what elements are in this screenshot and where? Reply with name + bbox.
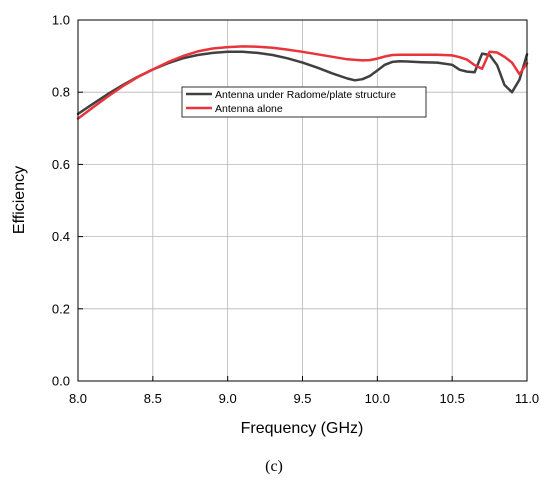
legend-box	[181, 86, 427, 118]
x-tick-label: 8.0	[69, 391, 87, 406]
x-tick-label: 9.0	[219, 391, 237, 406]
series-line-radome	[76, 50, 529, 116]
legend-label-radome: Antenna under Radome/plate structure	[215, 89, 396, 101]
x-tick-label: 10.0	[365, 391, 390, 406]
x-tick-label: 11.0	[515, 391, 539, 406]
x-tick-label: 10.5	[440, 391, 465, 406]
y-tick-labels: 0.0 0.2 0.4 0.6 0.8 1.0	[52, 13, 70, 389]
x-tick-labels: 8.0 8.5 9.0 9.5 10.0 10.5 11.0	[69, 391, 539, 406]
y-tick-label: 0.0	[52, 374, 70, 389]
tick-marks	[77, 19, 528, 382]
grid-lines	[78, 20, 527, 381]
series-lines	[76, 45, 529, 120]
x-tick-label: 8.5	[144, 391, 162, 406]
y-tick-label: 0.2	[52, 301, 70, 316]
y-tick-label: 1.0	[52, 13, 70, 28]
y-tick-label: 0.4	[52, 229, 70, 244]
y-tick-label: 0.6	[52, 157, 70, 172]
legend-label-antenna-alone: Antenna alone	[215, 103, 283, 115]
panel-label: (c)	[265, 458, 283, 475]
series-line-antenna-alone	[76, 45, 529, 120]
y-axis-title: Efficiency	[11, 166, 28, 234]
legend: Antenna under Radome/plate structure Ant…	[181, 86, 427, 118]
x-axis-title: Frequency (GHz)	[241, 420, 364, 437]
x-tick-label: 9.5	[293, 391, 311, 406]
y-tick-label: 0.8	[52, 85, 70, 100]
